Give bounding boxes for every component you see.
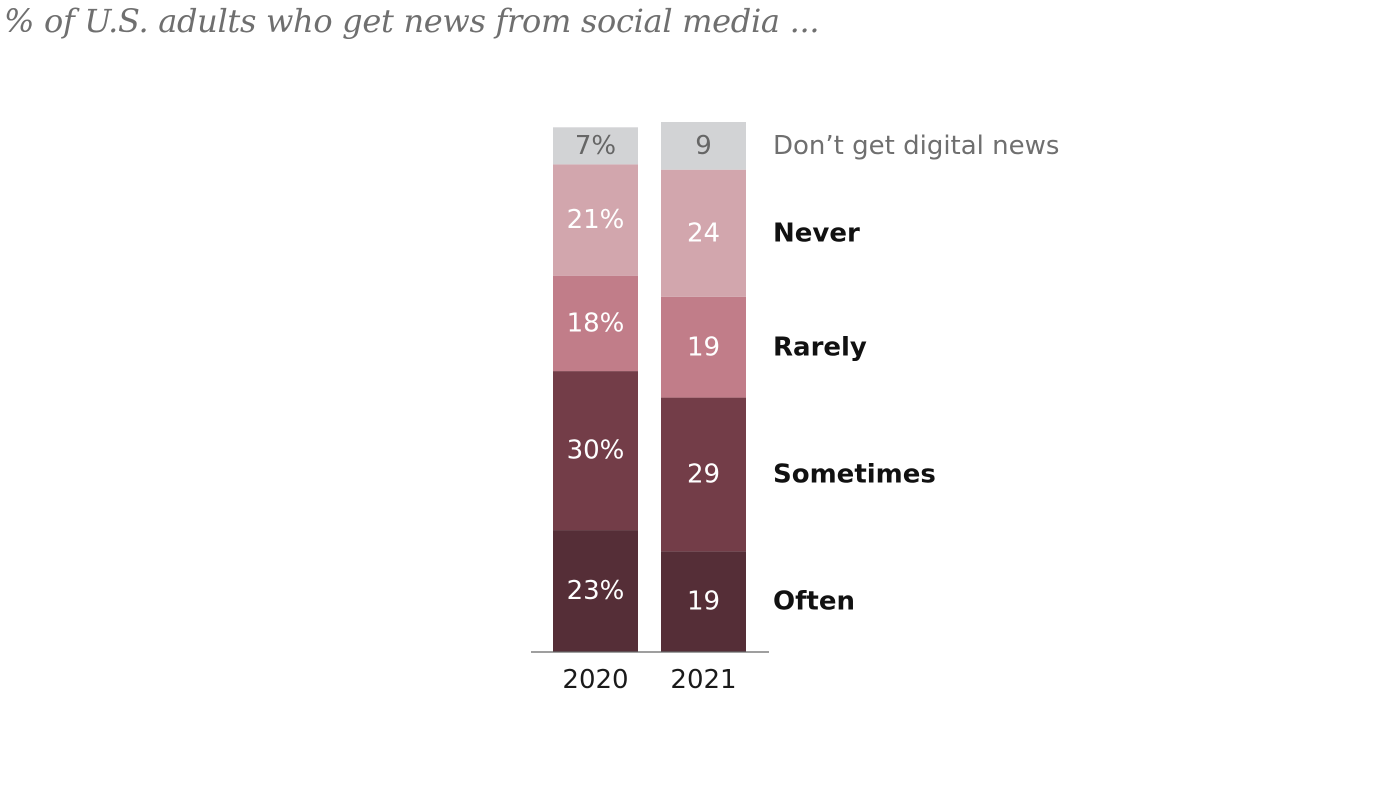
segment-label: 23% xyxy=(567,576,625,606)
bar-segment-sometimes-2021 xyxy=(661,397,746,552)
legend-label: Rarely xyxy=(773,332,867,362)
segment-label: 24 xyxy=(687,218,720,248)
bar-segment-sometimes-2020 xyxy=(553,371,638,531)
bar-segment-often-2020 xyxy=(553,530,638,652)
bar-segment-often-2021 xyxy=(661,551,746,652)
segment-label: 18% xyxy=(567,308,625,338)
category-labels-layer: 2020 2021 xyxy=(562,665,736,695)
segment-label: 21% xyxy=(567,205,625,235)
x-tick-label: 2021 xyxy=(670,665,736,695)
segment-label: 19 xyxy=(687,587,720,617)
segment-label: 19 xyxy=(687,332,720,362)
segment-labels-layer: 23% 30% 18% 21% 7% 19 29 19 24 9 xyxy=(567,131,720,617)
bar-segment-never-2020 xyxy=(553,164,638,276)
chart-title: % of U.S. adults who get news from socia… xyxy=(4,2,820,40)
legend-label: Often xyxy=(773,587,855,617)
segment-label: 7% xyxy=(575,131,616,161)
bar-segment-rarely-2021 xyxy=(661,296,746,398)
bar-segment-rarely-2020 xyxy=(553,275,638,372)
segment-label: 29 xyxy=(687,459,720,489)
bar-segment-don-t-get-digital-news-2021 xyxy=(661,122,746,170)
bars-layer xyxy=(553,122,746,652)
segment-label: 9 xyxy=(695,131,712,161)
x-tick-label: 2020 xyxy=(562,665,628,695)
legend-label: Never xyxy=(773,218,860,248)
segment-label: 30% xyxy=(567,436,625,466)
legend-label: Don’t get digital news xyxy=(773,131,1059,161)
bar-segment-never-2021 xyxy=(661,169,746,297)
legend-layer: Often Sometimes Rarely Never Don’t get digit… xyxy=(773,131,1059,617)
legend-label: Sometimes xyxy=(773,459,936,489)
bar-segment-don-t-get-digital-news-2020 xyxy=(553,127,638,165)
